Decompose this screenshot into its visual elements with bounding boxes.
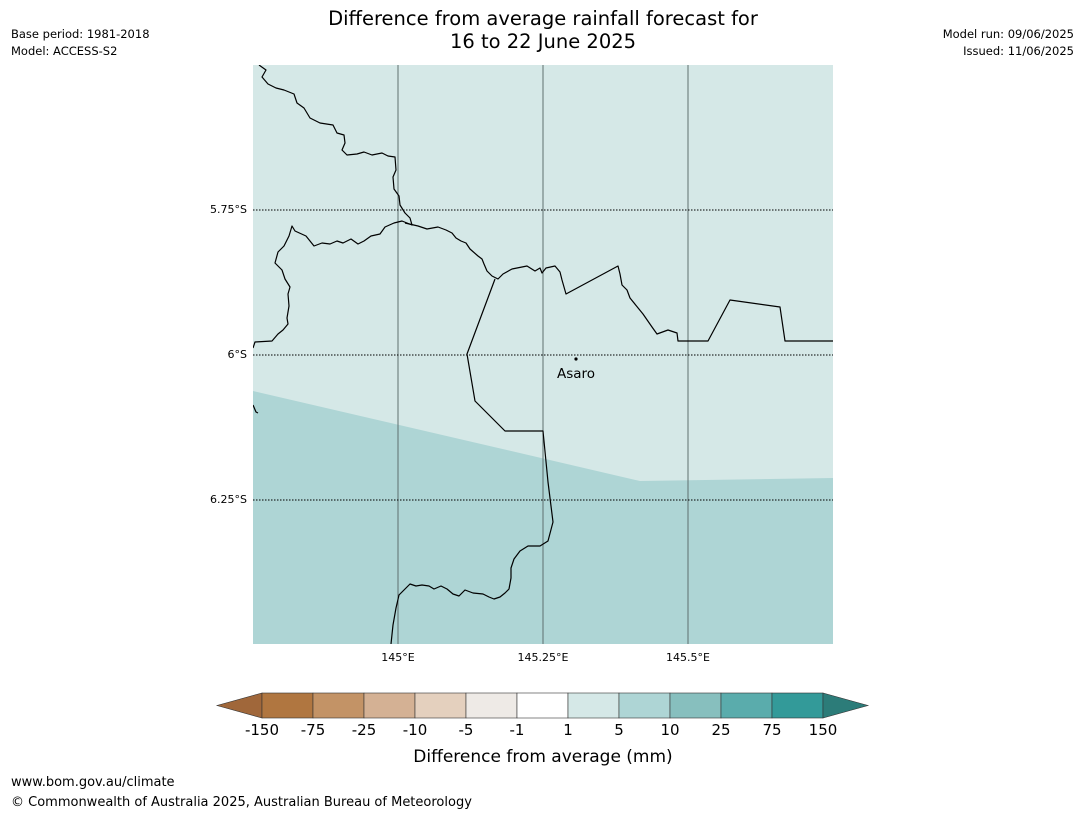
colorbar-label: Difference from average (mm)	[413, 747, 672, 767]
colorbar-box	[771, 692, 824, 719]
colorbar-tick-label: -75	[301, 721, 326, 739]
border-fragment-west	[253, 404, 259, 414]
metadata-left: Base period: 1981-2018 Model: ACCESS-S2	[11, 26, 150, 60]
colorbar-box	[669, 692, 722, 719]
colorbar-box	[516, 692, 569, 719]
lat-label: 6.25°S	[210, 493, 247, 506]
colorbar-tick-labels: -150 -75 -25 -10 -5 -1 1 5 10 25 75 150	[245, 721, 837, 739]
colorbar-box	[567, 692, 620, 719]
lat-label: 6°S	[228, 348, 247, 361]
colorbar-box	[465, 692, 518, 719]
colorbar-tick-label: -1	[510, 721, 525, 739]
colorbar-box	[618, 692, 671, 719]
lon-label: 145.25°E	[518, 651, 569, 664]
colorbar-box	[261, 692, 314, 719]
coastline-borders	[253, 65, 833, 644]
colorbar-extend-low-arrow	[215, 692, 263, 719]
metadata-right: Model run: 09/06/2025 Issued: 11/06/2025	[943, 26, 1074, 60]
title-line-1: Difference from average rainfall forecas…	[328, 7, 758, 30]
colorbar-box	[414, 692, 467, 719]
colorbar-box	[720, 692, 773, 719]
colorbar-boxes	[215, 692, 870, 719]
province-border-south	[390, 278, 554, 644]
colorbar-box	[363, 692, 416, 719]
title-line-2: 16 to 22 June 2025	[449, 30, 637, 53]
issued-text: Issued: 11/06/2025	[963, 44, 1074, 58]
colorbar-tick-label: 25	[711, 721, 730, 739]
colorbar-tick-label: -150	[245, 721, 279, 739]
colorbar-tick-label: 75	[762, 721, 781, 739]
colorbar-tick-label: -5	[459, 721, 474, 739]
page-title: Difference from average rainfall forecas…	[243, 7, 843, 53]
place-marker-dot	[574, 357, 578, 361]
footer-url: www.bom.gov.au/climate	[11, 775, 175, 790]
lon-label: 145°E	[381, 651, 414, 664]
map: 5.75°S 6°S 6.25°S 145°E 145.25°E 145.5°E…	[210, 65, 833, 664]
colorbar-tick-label: 5	[614, 721, 624, 739]
place-label: Asaro	[557, 366, 595, 382]
longitude-labels: 145°E 145.25°E 145.5°E	[381, 651, 710, 664]
colorbar-tick-label: 1	[563, 721, 573, 739]
colorbar-tick-label: -25	[352, 721, 377, 739]
colorbar-extend-high-arrow	[822, 692, 870, 719]
footer-copyright: © Commonwealth of Australia 2025, Austra…	[11, 795, 472, 810]
colorbar-tick-label: -10	[403, 721, 428, 739]
colorbar-box	[312, 692, 365, 719]
lat-label: 5.75°S	[210, 203, 247, 216]
colorbar-tick-label: 10	[660, 721, 679, 739]
colorbar-tick-label: 150	[809, 721, 838, 739]
model-text: Model: ACCESS-S2	[11, 44, 118, 58]
latitude-labels: 5.75°S 6°S 6.25°S	[210, 203, 247, 506]
latitude-gridlines	[253, 209, 833, 501]
model-run-text: Model run: 09/06/2025	[942, 27, 1074, 41]
province-border-north	[253, 65, 413, 349]
lon-label: 145.5°E	[666, 651, 710, 664]
province-border-central	[404, 222, 833, 342]
base-period-text: Base period: 1981-2018	[11, 27, 150, 41]
